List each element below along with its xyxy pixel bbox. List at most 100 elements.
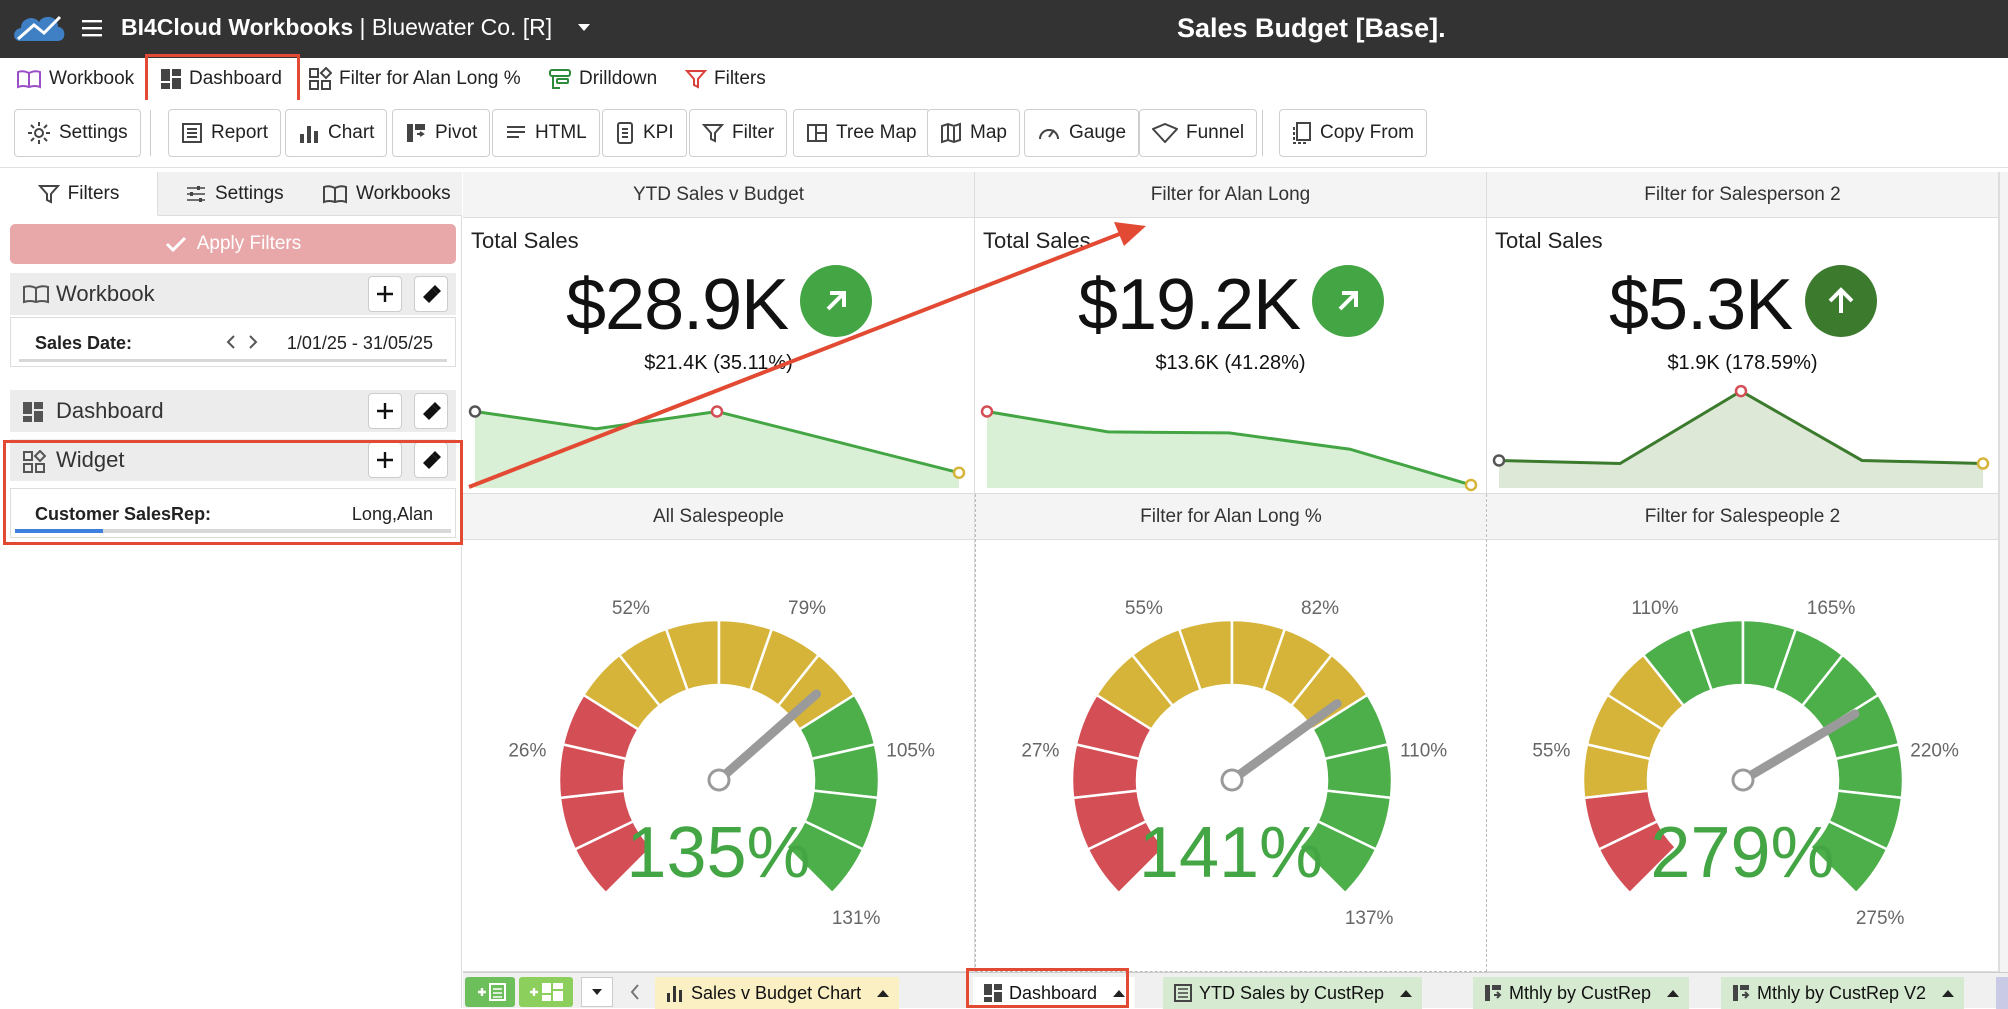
filter-scrollbar-thumb[interactable] [15,529,103,533]
kpi-panel-salesperson-2[interactable]: Filter for Salesperson 2 Total Sales $5.… [1487,172,1999,494]
kpi-comparison: $13.6K (41.28%) [1155,352,1306,374]
sparkline-point[interactable] [1464,478,1478,492]
toolbar-divider [1262,110,1263,156]
filter-scrollbar[interactable] [15,529,451,533]
tab-bar-scrollbar[interactable] [1996,977,2008,1009]
menu-item-dashboard[interactable]: Dashboard [160,58,282,100]
add-workbook-filter-button[interactable] [368,276,402,312]
sheet-tab-mthly-by-custrep[interactable]: Mthly by CustRep [1473,977,1690,1009]
sparkline-point[interactable] [1492,454,1506,467]
kpi-button[interactable]: KPI [602,109,687,157]
settings-button[interactable]: Settings [14,109,141,157]
gauge-pivot [1220,768,1244,792]
menu-item-label: Filter for Alan Long % [339,68,521,89]
sparkline-point[interactable] [468,405,482,418]
tab-menu-icon[interactable] [1667,989,1680,997]
customer-salesrep-filter[interactable]: Customer SalesRep: Long,Alan [10,488,456,538]
annotation-highlight-dashboard-tab [966,968,1129,1008]
menu-item-filters[interactable]: Filters [685,58,766,100]
html-button[interactable]: HTML [492,109,600,157]
sparkline-point[interactable] [952,466,966,479]
menu-item-filter-alan-long-pct[interactable]: Filter for Alan Long % [308,58,521,100]
tab-scroll-left[interactable] [621,977,649,1007]
book-icon [17,70,41,89]
add-dashboard-tab-button[interactable] [519,977,573,1007]
menu-item-drilldown[interactable]: Drilldown [548,58,657,100]
filter-button-label: Filter [732,122,775,143]
cloud-logo-icon[interactable] [12,9,66,47]
gauge-needle [714,689,822,785]
sheet-tab-ytd-sales-by-custrep[interactable]: YTD Sales by CustRep [1163,977,1423,1009]
hamburger-menu-icon[interactable] [80,16,104,40]
filter-button[interactable]: Filter [689,109,788,157]
filter-icon [37,184,60,204]
clear-widget-filter-button[interactable] [414,442,448,478]
clear-workbook-filter-button[interactable] [414,276,448,312]
drilldown-icon [549,69,571,89]
tree-map-icon [807,124,827,142]
sales-date-filter[interactable]: Sales Date: 1/01/25 - 31/05/25 [10,317,456,367]
tab-menu-icon[interactable] [877,989,890,997]
bar-chart-icon [300,126,318,143]
tab-menu-icon[interactable] [1942,989,1955,997]
tree-map-button[interactable]: Tree Map [793,109,930,157]
trend-up-right-icon [800,265,872,337]
sparkline-point[interactable] [1976,457,1990,470]
clear-dashboard-filter-button[interactable] [414,393,448,429]
apply-filters-button[interactable]: Apply Filters [10,224,456,264]
sliders-icon [187,186,205,202]
gauge-band [784,819,865,895]
tab-label: YTD Sales by CustRep [1199,982,1385,1003]
chevron-left-icon[interactable] [225,334,237,350]
company-dropdown-icon[interactable] [578,24,590,31]
kpi-panel-alan-long[interactable]: Filter for Alan Long Total Sales $19.2K … [975,172,1487,494]
add-report-tab-button[interactable] [465,977,515,1007]
sheet-tab-dashboard[interactable]: Dashboard [973,977,1136,1009]
report-button[interactable]: Report [168,109,282,157]
sparkline-point[interactable] [1734,384,1748,398]
panel-header: Filter for Alan Long % [976,494,1486,540]
dashboard-icon [161,69,181,89]
kpi-title: Total Sales [471,228,579,253]
tab-list-dropdown[interactable] [581,977,613,1007]
gauge-button[interactable]: Gauge [1024,109,1140,157]
gauge-panel-alan-long-pct[interactable]: Filter for Alan Long % 27% 55% 82% 110% 137%… [975,494,1487,972]
map-button[interactable]: Map [927,109,1020,157]
kpi-icon [617,122,633,144]
funnel-button[interactable]: Funnel [1139,109,1258,157]
tab-menu-icon[interactable] [1113,989,1126,997]
chart-button[interactable]: Chart [285,109,388,157]
copy-from-button[interactable]: Copy From [1279,109,1427,157]
panel-header: YTD Sales v Budget [463,172,974,218]
tab-settings[interactable]: Settings [185,172,284,216]
sparkline-point[interactable] [710,405,724,418]
sheet-tab-mthly-by-custrep-v2[interactable]: Mthly by CustRep V2 [1721,977,1965,1009]
tab-label: Mthly by CustRep V2 [1757,982,1927,1003]
gauge-value: 279% [1650,813,1835,893]
settings-button-label: Settings [59,122,128,143]
chevron-right-icon[interactable] [247,334,259,350]
tab-menu-icon[interactable] [1400,989,1413,997]
sheet-tab-sales-v-budget-chart[interactable]: Sales v Budget Chart [655,977,900,1009]
tab-label: Filters [67,182,120,204]
tab-workbooks[interactable]: Workbooks [322,172,451,216]
menu-item-workbook[interactable]: Workbook [16,58,134,100]
map-icon [941,122,961,144]
pivot-button[interactable]: Pivot [392,109,491,157]
add-dashboard-icon [530,983,563,1001]
menu-item-label: Workbook [49,68,135,89]
kpi-panel-ytd-sales[interactable]: YTD Sales v Budget Total Sales $28.9K $2… [463,172,975,494]
tab-filters[interactable]: Filters [0,172,158,216]
gauge-chart: 27% 55% 82% 110% 137% [1021,598,1447,929]
gauge-band [1297,819,1378,895]
sparkline-point[interactable] [980,405,994,418]
filter-scrollbar[interactable] [19,359,447,362]
gauge-panel-salespeople-2[interactable]: Filter for Salespeople 2 55% 110% 165% 220%… [1487,494,1999,972]
gauge-tick-label: 55% [1125,598,1163,619]
toolbar: Settings Report Chart Pivot HTML KPI Fil… [0,100,2008,168]
panel-header: Filter for Salesperson 2 [1487,172,1998,218]
add-dashboard-filter-button[interactable] [368,393,402,429]
gauge-tick-label: 52% [612,598,650,619]
bar-chart-icon [667,986,682,1002]
gauge-panel-all-salespeople[interactable]: All Salespeople 26% 52% 79% 105% 131% 135% [463,494,975,972]
